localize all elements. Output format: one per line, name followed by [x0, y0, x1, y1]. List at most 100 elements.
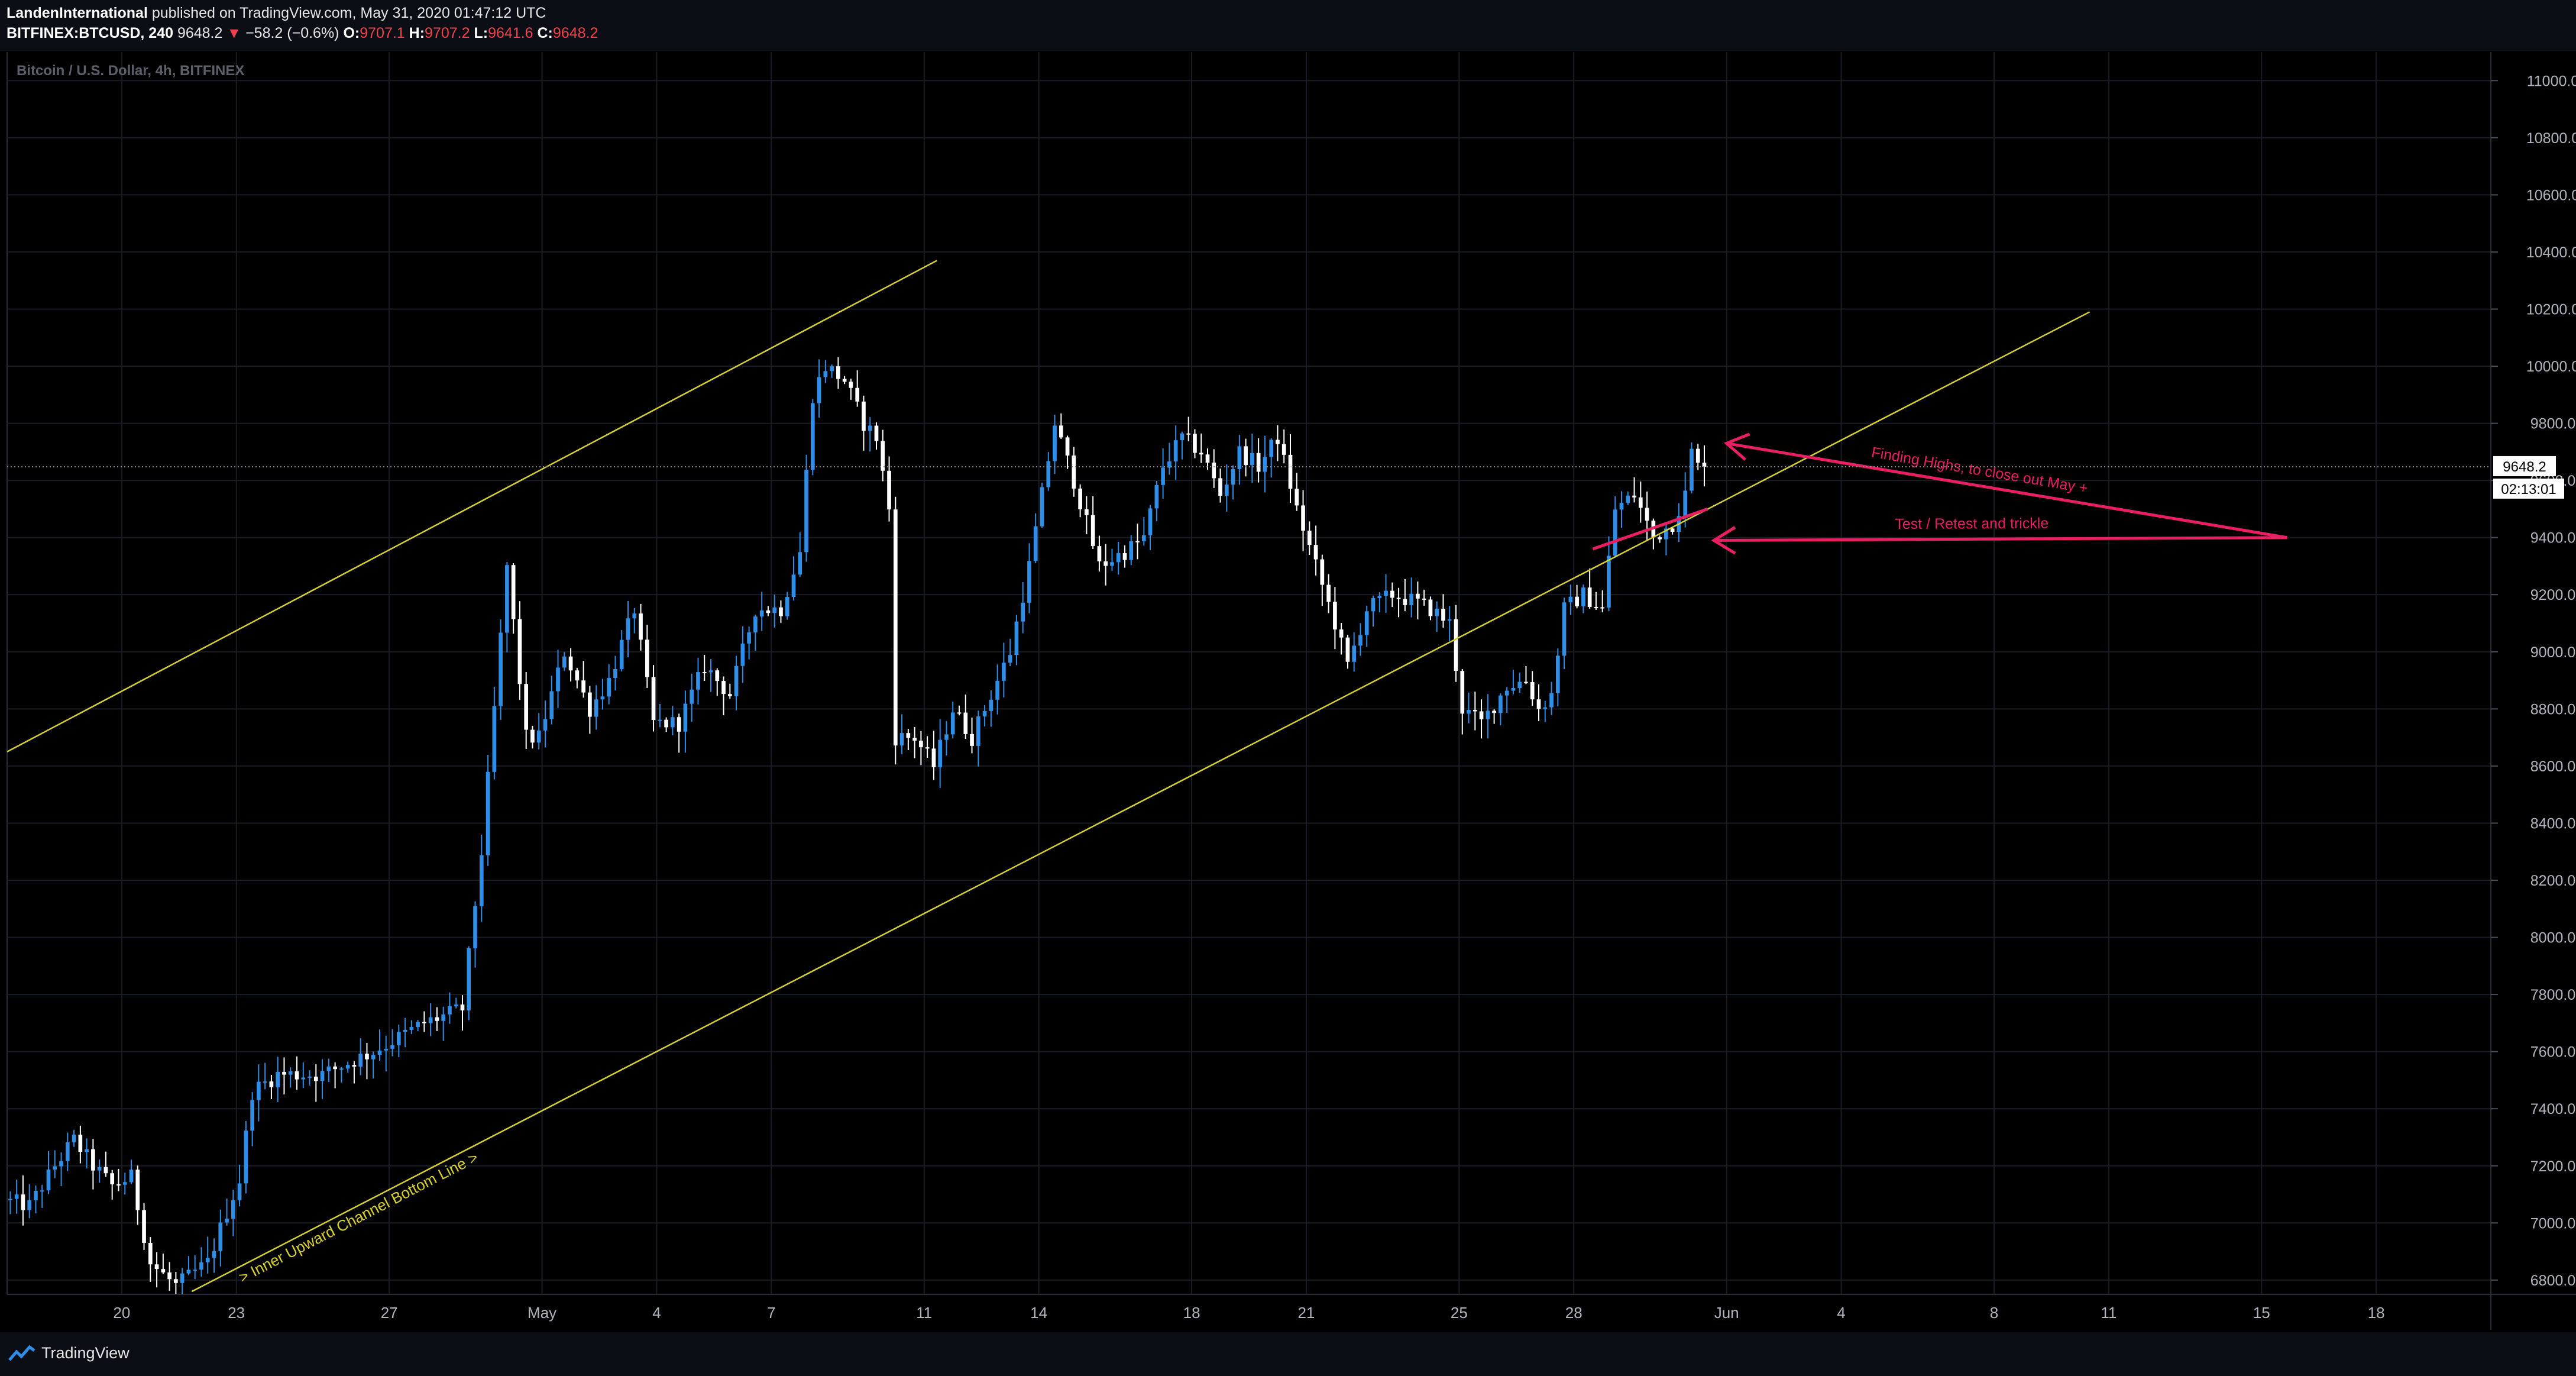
time-tick-label: 23 [228, 1304, 245, 1322]
candle-body [1594, 607, 1598, 609]
candle-body [473, 906, 477, 948]
candle-body [976, 716, 980, 746]
tradingview-brand[interactable]: TradingView [8, 1344, 130, 1362]
time-tick-label: Jun [1714, 1304, 1739, 1322]
candle-body [727, 694, 732, 697]
last-price-badge[interactable] [2493, 456, 2556, 476]
price-tick-label: 10600.0 [2526, 187, 2576, 204]
author-name[interactable]: LandenInternational [7, 5, 148, 21]
candle-body [562, 656, 567, 668]
price-tick-label: 7000.0 [2530, 1215, 2575, 1232]
price-tick-label: 6800.0 [2530, 1272, 2575, 1289]
candle-body [212, 1251, 216, 1258]
candle-body [231, 1200, 235, 1219]
candle-body [91, 1149, 95, 1171]
candle-body [893, 509, 898, 746]
candle-body [1504, 690, 1509, 696]
candle-body [205, 1258, 210, 1262]
ohlc-legend: BITFINEX:BTCUSD, 240 9648.2 ▼ −58.2 (−0.… [7, 25, 598, 42]
candle-body [1568, 596, 1573, 603]
candle-body [1072, 456, 1076, 489]
candle-body [1186, 433, 1191, 435]
candle-body [276, 1072, 280, 1087]
candle-body [339, 1068, 344, 1070]
price-tick-label: 9200.0 [2530, 587, 2575, 603]
candle-body [645, 639, 649, 677]
candle-body [499, 632, 503, 706]
candle-body [1154, 484, 1159, 509]
last-price-label: 9648.2 [2503, 459, 2546, 475]
candle-body [868, 425, 872, 431]
candle-body [1511, 688, 1516, 691]
plot-area[interactable] [7, 52, 2491, 1294]
candle-body [1090, 515, 1095, 547]
candle-body [27, 1200, 32, 1210]
candle-body [320, 1071, 325, 1081]
candle-body [244, 1130, 248, 1184]
candle-body [1212, 462, 1216, 479]
candle-body [460, 1004, 465, 1011]
candle-body [632, 613, 637, 619]
price-chart[interactable]: > Inner Upward Channel Bottom Line >Find… [0, 0, 2576, 1332]
candle-body [1371, 598, 1376, 612]
publish-info: LandenInternational published on Trading… [7, 5, 546, 22]
price-tick-label: 8800.0 [2530, 701, 2575, 718]
candle-body [97, 1167, 102, 1171]
candle-body [1263, 457, 1267, 472]
candle-body [65, 1142, 70, 1161]
candle-body [486, 771, 490, 855]
candle-body [59, 1161, 63, 1167]
annotation-arrowhead-icon [1723, 432, 1750, 461]
candle-body [931, 748, 936, 767]
price-tick-label: 11000.0 [2527, 73, 2576, 89]
candle-body [1690, 448, 1694, 491]
candle-body [135, 1170, 140, 1210]
candle-body [530, 729, 535, 743]
candle-body [690, 689, 694, 704]
candle-body [46, 1169, 51, 1191]
candle-body [906, 733, 911, 738]
candle-body [1479, 711, 1484, 719]
candle-body [21, 1194, 25, 1210]
candle-body [409, 1027, 414, 1030]
time-tick-label: 4 [1837, 1304, 1845, 1322]
candle-body [1014, 621, 1019, 655]
price-tick-label: 7400.0 [2530, 1101, 2575, 1117]
candle-body [1307, 531, 1312, 545]
time-tick-label: 14 [1030, 1304, 1047, 1322]
candle-body [1097, 546, 1102, 561]
candle-body [836, 366, 840, 379]
price-tick-label: 8400.0 [2530, 815, 2575, 832]
price-axis[interactable]: 6800.0 7000.0 7200.0 7400.0 7600.0 7800.0 8000… [2490, 52, 2576, 1330]
candle-body [1664, 528, 1668, 540]
candle-body [607, 678, 611, 697]
candle-body [772, 607, 777, 613]
candle-body [1428, 599, 1433, 616]
candle-body [1530, 682, 1535, 700]
candle-body [536, 730, 541, 743]
candle-body [1467, 710, 1471, 714]
candle-body [1141, 535, 1146, 541]
price-axis-background[interactable] [2491, 52, 2576, 1296]
close-label: C: [537, 25, 553, 41]
time-tick-label: 21 [1297, 1304, 1315, 1322]
chart-header: LandenInternational published on Trading… [0, 0, 2576, 51]
candle-body [651, 677, 656, 721]
candle-body [1040, 487, 1044, 527]
candle-body [1065, 437, 1070, 456]
candle-body [1358, 635, 1363, 646]
candle-body [1027, 561, 1031, 603]
candle-body [766, 610, 771, 613]
low-label: L: [474, 25, 488, 41]
symbol-label[interactable]: BITFINEX:BTCUSD, 240 [7, 25, 173, 41]
chart-title: Bitcoin / U.S. Dollar, 4h, BITFINEX [17, 63, 244, 79]
time-axis[interactable]: 20 23 27 May 4 7 11 14 18 21 25 28 Jun 4 8 11 15 18 [7, 1294, 2576, 1322]
candle-body [600, 696, 605, 700]
candle-body [842, 379, 847, 382]
candle-body [122, 1182, 127, 1185]
candle-body [492, 706, 497, 772]
annotation-text: Test / Retest and trickle [1895, 515, 2048, 532]
candle-body [1626, 495, 1630, 503]
candle-body [403, 1029, 407, 1032]
candle-body [791, 574, 796, 597]
